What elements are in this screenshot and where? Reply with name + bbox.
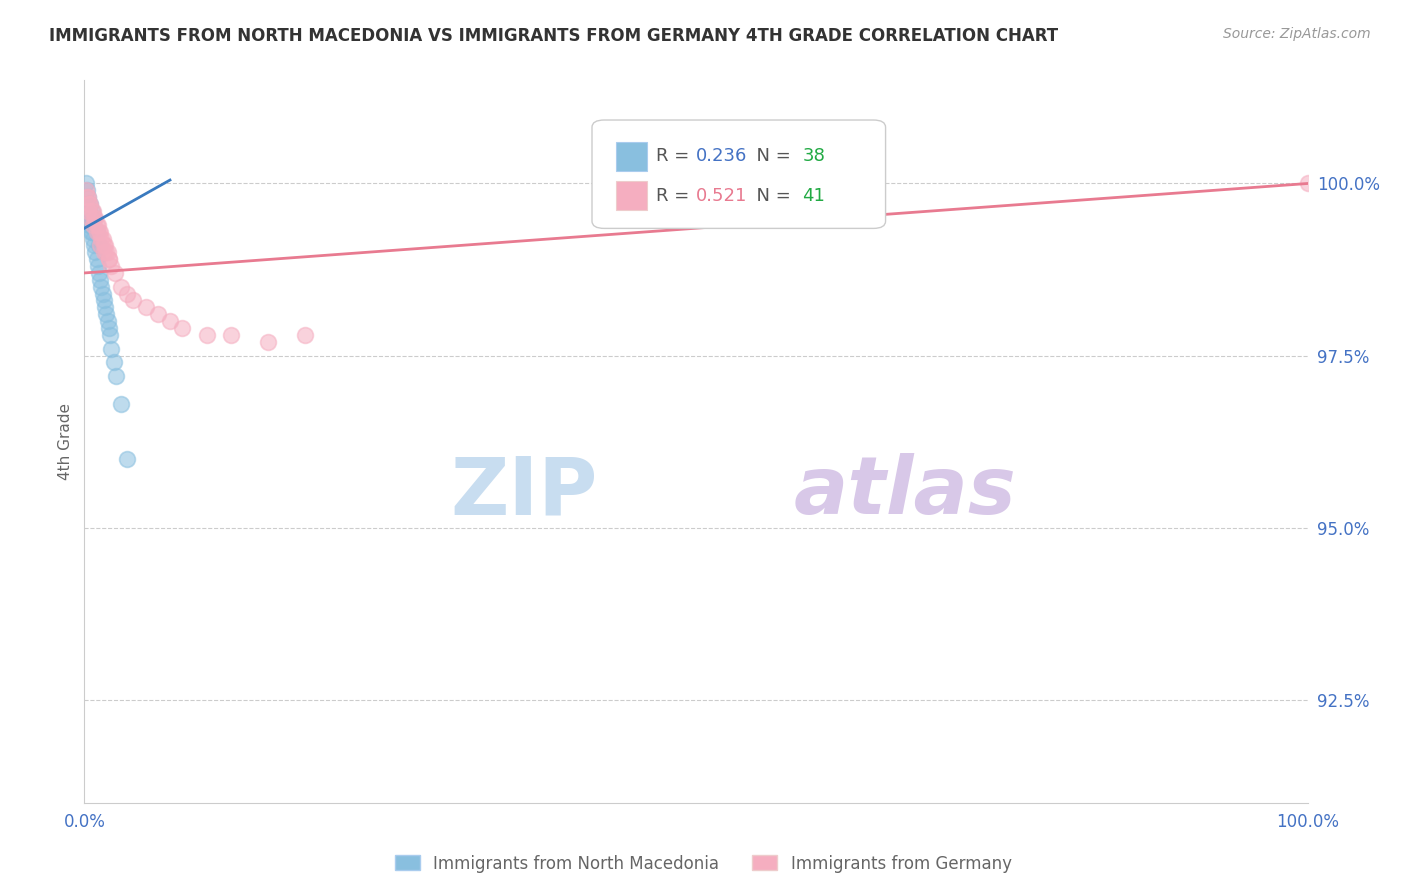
Text: 41: 41 — [803, 187, 825, 205]
Point — [91, 286, 114, 301]
Text: 38: 38 — [803, 147, 825, 165]
Point — [90, 231, 112, 245]
Point — [87, 225, 110, 239]
Point — [75, 183, 97, 197]
Text: 0.236: 0.236 — [696, 147, 748, 165]
Point — [77, 190, 100, 204]
Point — [79, 197, 101, 211]
Point — [83, 238, 105, 252]
Point — [77, 211, 100, 225]
FancyBboxPatch shape — [592, 120, 886, 228]
Point — [82, 231, 104, 245]
Point — [84, 211, 107, 225]
Point — [93, 238, 115, 252]
Point — [219, 327, 242, 342]
Text: 0.521: 0.521 — [696, 187, 748, 205]
Point — [82, 218, 104, 232]
Point — [76, 204, 98, 219]
Point — [75, 177, 97, 191]
Point — [79, 218, 101, 232]
Point — [83, 211, 105, 225]
FancyBboxPatch shape — [616, 142, 647, 170]
Point — [96, 245, 118, 260]
Point — [105, 369, 128, 384]
Point — [75, 197, 97, 211]
Point — [87, 266, 110, 280]
Text: N =: N = — [745, 187, 796, 205]
Point — [87, 218, 110, 232]
Point — [86, 252, 108, 267]
Point — [89, 225, 111, 239]
Point — [98, 327, 121, 342]
Y-axis label: 4th Grade: 4th Grade — [58, 403, 73, 480]
Point — [76, 204, 98, 219]
Point — [294, 327, 316, 342]
Text: atlas: atlas — [794, 453, 1017, 531]
Point — [86, 218, 108, 232]
Point — [103, 355, 125, 369]
Point — [86, 225, 108, 239]
Point — [83, 211, 105, 225]
Point — [1296, 177, 1319, 191]
Point — [89, 273, 111, 287]
Point — [76, 190, 98, 204]
Point — [93, 245, 115, 260]
Point — [94, 301, 117, 315]
Text: IMMIGRANTS FROM NORTH MACEDONIA VS IMMIGRANTS FROM GERMANY 4TH GRADE CORRELATION: IMMIGRANTS FROM NORTH MACEDONIA VS IMMIG… — [49, 27, 1059, 45]
Point — [94, 238, 117, 252]
Point — [110, 279, 132, 293]
Point — [80, 204, 103, 219]
Point — [115, 286, 138, 301]
Point — [87, 259, 110, 273]
Point — [100, 342, 122, 356]
Point — [89, 238, 111, 252]
Point — [90, 279, 112, 293]
Point — [86, 225, 108, 239]
Legend: Immigrants from North Macedonia, Immigrants from Germany: Immigrants from North Macedonia, Immigra… — [388, 848, 1018, 880]
Point — [97, 314, 120, 328]
Point — [80, 225, 103, 239]
Point — [91, 231, 114, 245]
Point — [77, 190, 100, 204]
Point — [97, 252, 120, 267]
Point — [77, 211, 100, 225]
Point — [77, 204, 100, 219]
Point — [257, 334, 280, 349]
Point — [84, 245, 107, 260]
Point — [77, 218, 100, 232]
Point — [100, 259, 122, 273]
Point — [76, 183, 98, 197]
Point — [93, 293, 115, 308]
Text: Source: ZipAtlas.com: Source: ZipAtlas.com — [1223, 27, 1371, 41]
Point — [87, 238, 110, 252]
Text: ZIP: ZIP — [451, 453, 598, 531]
Point — [97, 252, 120, 267]
Text: R =: R = — [655, 147, 695, 165]
Point — [122, 293, 145, 308]
Point — [104, 266, 127, 280]
Point — [80, 225, 103, 239]
Point — [159, 314, 181, 328]
Point — [172, 321, 194, 335]
Point — [80, 204, 103, 219]
Point — [110, 397, 132, 411]
Point — [79, 211, 101, 225]
FancyBboxPatch shape — [616, 181, 647, 211]
Point — [135, 301, 157, 315]
Point — [82, 204, 104, 219]
Point — [97, 245, 120, 260]
Point — [115, 451, 138, 466]
Point — [77, 197, 100, 211]
Text: R =: R = — [655, 187, 695, 205]
Point — [96, 307, 118, 321]
Point — [79, 197, 101, 211]
Text: N =: N = — [745, 147, 796, 165]
Point — [195, 327, 218, 342]
Point — [97, 321, 120, 335]
Point — [146, 307, 169, 321]
Point — [79, 218, 101, 232]
